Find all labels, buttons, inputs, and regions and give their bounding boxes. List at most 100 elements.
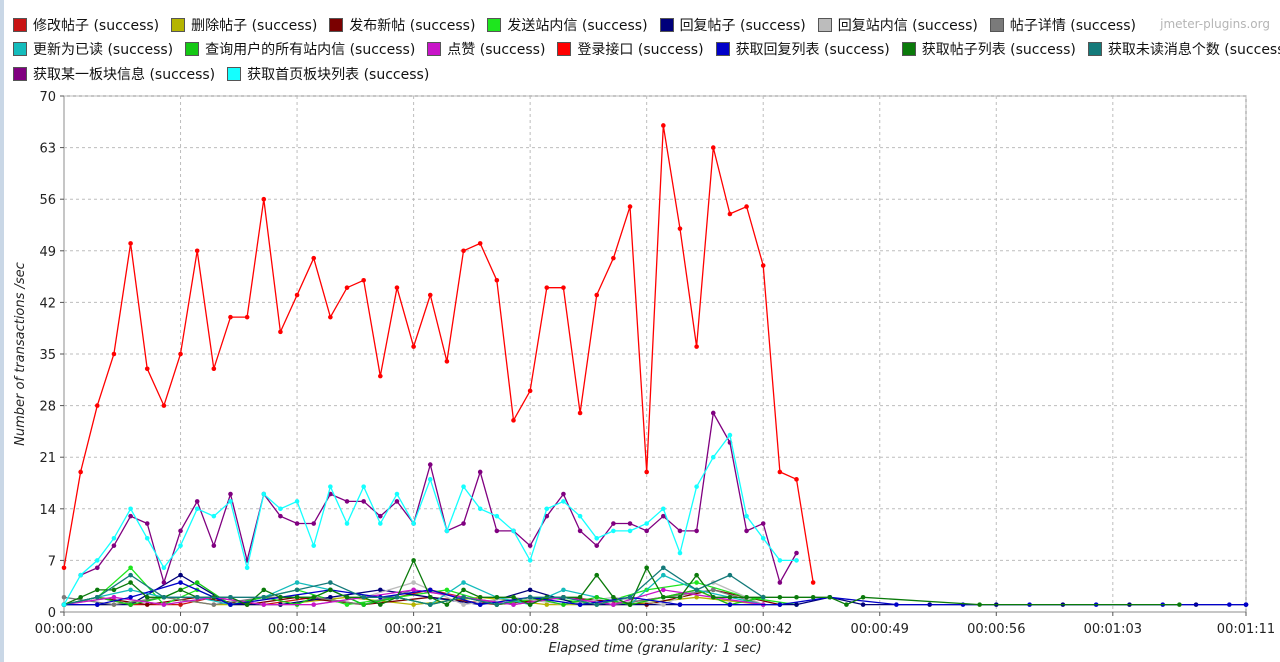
legend-item: 获取帖子列表 (success) [901,40,1076,58]
legend-swatch [901,42,916,56]
data-point [844,602,849,607]
data-point [261,196,267,202]
data-point [461,587,466,593]
data-point [760,594,766,600]
data-point [294,594,300,600]
data-point [494,528,500,534]
data-point [427,462,433,467]
data-point [178,543,183,548]
data-point [411,580,416,585]
data-point [760,263,766,268]
data-point [394,499,400,504]
data-point [727,602,733,607]
data-point [661,506,666,512]
data-point [511,594,516,600]
y-tick-label: 70 [39,90,56,105]
data-point [794,594,799,600]
data-point [594,594,600,600]
data-point [461,521,466,526]
data-point [594,535,600,541]
data-point [128,587,133,593]
data-point [511,418,516,423]
data-point [611,528,616,534]
legend-label: 修改帖子 (success) [33,18,160,34]
data-point [477,241,483,246]
legend-swatch [185,42,200,56]
data-point [194,506,200,512]
data-point [278,594,283,600]
data-point [461,484,466,489]
data-point [444,587,450,593]
data-point [727,594,733,600]
legend-item: 获取未读消息个数 (success) [1087,40,1280,58]
data-point [744,204,749,209]
x-tick-label: 00:00:35 [617,622,675,637]
data-point [294,521,300,526]
legend-swatch [487,18,502,32]
data-point [194,248,200,254]
data-point [211,543,217,548]
legend-swatch [13,18,27,32]
data-point [311,521,317,526]
y-tick-label: 63 [39,142,56,157]
data-point [161,580,167,585]
data-point [361,484,366,489]
data-point [178,572,183,578]
data-point [561,602,566,607]
data-point [744,528,749,534]
data-point [527,543,533,548]
data-point [128,506,133,512]
data-point [444,359,450,364]
data-point [61,602,67,607]
data-point [544,602,550,607]
data-point [128,594,133,600]
data-point [311,594,317,600]
data-point [644,469,649,475]
data-point [694,484,699,489]
data-point [378,513,383,519]
data-point [311,255,317,261]
y-tick-label: 28 [39,400,56,415]
data-point [577,594,583,600]
data-point [1227,602,1232,607]
data-point [611,594,616,600]
data-point [244,314,250,320]
data-point [511,528,516,534]
legend-label: 获取未读消息个数 (success) [1107,42,1280,58]
data-point [194,580,200,585]
legend-swatch [557,42,572,56]
data-point [244,602,250,607]
data-point [411,558,416,563]
data-point [860,594,866,600]
data-point [244,565,250,571]
data-point [128,565,133,571]
data-point [477,594,483,600]
data-point [111,594,117,600]
data-point [794,558,799,563]
data-point [261,491,267,497]
legend-label: 回复帖子 (success) [679,18,806,34]
data-point [577,602,583,607]
legend-swatch [171,18,186,32]
data-point [694,587,699,593]
data-point [378,373,383,379]
data-point [677,602,683,607]
legend-item: 查询用户的所有站内信 (success) [185,40,415,58]
data-point [644,521,649,526]
legend-label: 帖子详情 (success) [1009,18,1136,34]
data-point [94,587,100,593]
data-point [278,513,283,519]
data-point [611,521,616,526]
data-point [627,602,633,607]
data-point [378,587,383,593]
data-point [594,543,600,548]
data-point [494,594,500,600]
series-line [63,125,814,583]
data-point [228,602,233,607]
data-point [677,226,683,231]
data-point [461,248,466,254]
data-point [644,528,649,534]
y-tick-label: 0 [48,606,56,621]
legend-swatch [715,42,730,56]
